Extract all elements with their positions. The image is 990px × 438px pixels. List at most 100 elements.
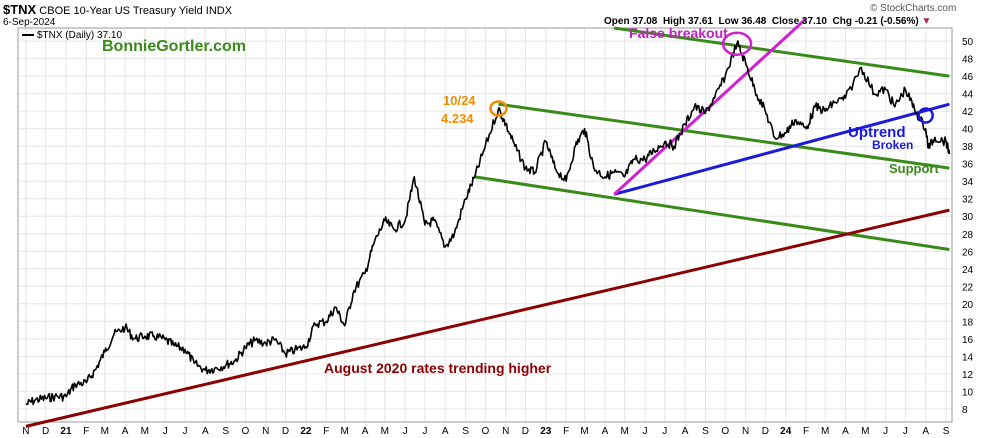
copyright: © StockCharts.com: [870, 3, 957, 14]
low-label: Low: [718, 16, 739, 27]
chg-value: -0.21 (-0.56%): [854, 16, 919, 27]
x-tick-label: N: [502, 426, 509, 437]
x-tick-label: A: [442, 426, 449, 437]
y-tick-label: 24: [962, 265, 974, 276]
trendline-channel-lower: [474, 175, 950, 251]
y-tick-label: 42: [962, 107, 974, 118]
y-tick-label: 32: [962, 195, 974, 206]
x-tick-label: N: [262, 426, 269, 437]
trendline-rates-trend: [25, 208, 950, 428]
x-tick-label: S: [943, 426, 950, 437]
x-tick-label: 24: [780, 426, 792, 437]
x-tick-label: M: [580, 426, 588, 437]
x-tick-label: O: [481, 426, 489, 437]
y-tick-label: 40: [962, 125, 974, 136]
y-tick-label: 12: [962, 370, 974, 381]
x-tick-label: M: [821, 426, 829, 437]
x-tick-label: S: [222, 426, 229, 437]
high-value-label: 4.234: [441, 111, 474, 126]
y-tick-label: 10: [962, 387, 974, 398]
support-label: Support: [889, 161, 939, 176]
rates-trend-label: August 2020 rates trending higher: [324, 360, 552, 376]
y-tick-label: 30: [962, 212, 974, 223]
x-tick-label: J: [182, 426, 187, 437]
false-breakout-label: False breakout: [629, 25, 728, 41]
uptrend-label: Uptrend: [848, 124, 906, 141]
x-tick-label: D: [282, 426, 289, 437]
x-tick-label: D: [42, 426, 49, 437]
trendline-uptrend: [613, 102, 950, 196]
trendline-channel-upper-1: [613, 26, 950, 78]
y-tick-label: 18: [962, 317, 974, 328]
x-tick-label: A: [122, 426, 129, 437]
x-tick-label: F: [563, 426, 569, 437]
open-value: 37.08: [632, 16, 658, 27]
y-tick-label: 44: [962, 90, 974, 101]
y-tick-label: 8: [962, 405, 968, 416]
x-tick-label: A: [922, 426, 929, 437]
chart-date: 6-Sep-2024: [3, 17, 56, 28]
y-tick-label: 20: [962, 300, 974, 311]
y-tick-label: 26: [962, 247, 974, 258]
y-tick-label: 48: [962, 55, 974, 66]
low-value: 36.48: [741, 16, 767, 27]
legend-text: $TNX (Daily) 37.10: [37, 30, 123, 41]
close-label: Close: [771, 16, 800, 27]
x-tick-label: M: [141, 426, 149, 437]
x-tick-label: M: [381, 426, 389, 437]
x-tick-label: A: [602, 426, 609, 437]
y-tick-label: 22: [962, 282, 974, 293]
open-label: Open: [604, 16, 630, 27]
x-tick-label: A: [362, 426, 369, 437]
x-tick-label: A: [842, 426, 849, 437]
x-tick-label: M: [861, 426, 869, 437]
x-tick-label: A: [202, 426, 209, 437]
markers: [489, 31, 934, 124]
x-tick-label: J: [903, 426, 908, 437]
chg-label: Chg: [832, 16, 852, 27]
x-tick-label: 22: [300, 426, 312, 437]
x-tick-label: F: [803, 426, 809, 437]
y-tick-label: 38: [962, 142, 974, 153]
description: CBOE 10-Year US Treasury Yield INDX: [39, 5, 233, 17]
close-value: 37.10: [801, 16, 827, 27]
marker-false-breakout-peak: [721, 31, 753, 57]
ohlc-readout: Open 37.08 High 37.61 Low 36.48 Close 37…: [604, 16, 931, 27]
high-label: High: [662, 16, 686, 27]
y-axis: 8 10 12 14 16 18 20 22 24 26 28 30 32 34 36 38 40 42 44 46 4…: [962, 37, 974, 416]
trendline-channel-upper-2: [498, 102, 950, 170]
chart-title: $TNX CBOE 10-Year US Treasury Yield INDX: [3, 2, 232, 17]
price-series: [25, 40, 951, 406]
x-tick-label: A: [682, 426, 689, 437]
x-tick-label: M: [101, 426, 109, 437]
x-tick-label: D: [522, 426, 529, 437]
y-tick-label: 36: [962, 160, 974, 171]
x-tick-label: O: [242, 426, 250, 437]
series-legend: $TNX (Daily) 37.10: [22, 30, 122, 41]
x-tick-label: J: [643, 426, 648, 437]
x-tick-label: M: [621, 426, 629, 437]
y-tick-label: 28: [962, 230, 974, 241]
watermark: BonnieGortler.com: [102, 38, 247, 55]
x-tick-label: O: [721, 426, 729, 437]
x-tick-label: F: [83, 426, 89, 437]
x-tick-label: N: [742, 426, 749, 437]
x-axis: N D 21 F M A M J J A S O N D 22 F M A M J J A S O N D 23 F M A M J J A S O N…: [22, 426, 949, 437]
x-tick-label: S: [702, 426, 709, 437]
broken-label: Broken: [872, 138, 914, 152]
high-date-label: 10/24: [443, 93, 476, 108]
x-tick-label: M: [340, 426, 348, 437]
x-tick-label: F: [323, 426, 329, 437]
marker-uptrend-break: [917, 107, 934, 124]
high-value: 37.61: [687, 16, 713, 27]
y-tick-label: 46: [962, 72, 974, 83]
x-tick-label: J: [662, 426, 667, 437]
y-tick-label: 50: [962, 37, 974, 48]
x-tick-label: N: [22, 426, 29, 437]
x-tick-label: J: [163, 426, 168, 437]
y-tick-label: 34: [962, 177, 974, 188]
x-tick-label: J: [883, 426, 888, 437]
symbol: $TNX: [3, 2, 37, 17]
x-tick-label: 21: [60, 426, 72, 437]
